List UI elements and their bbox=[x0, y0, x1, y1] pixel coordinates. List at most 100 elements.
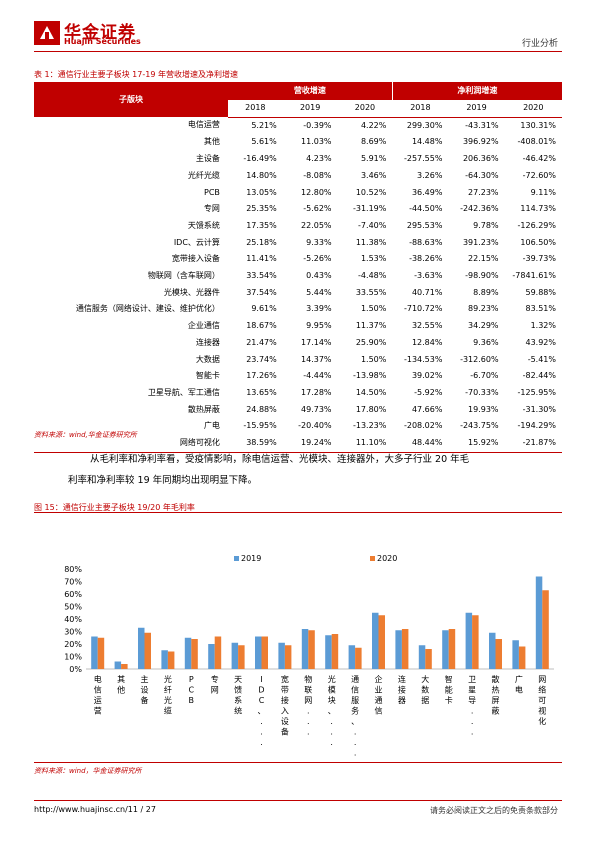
footer-url[interactable]: http://www.huajinsc.cn/11 / 27 bbox=[34, 805, 156, 814]
growth-value-cell: 37.54% bbox=[246, 287, 277, 297]
x-category-label: . bbox=[471, 728, 474, 737]
y-tick-label: 30% bbox=[64, 628, 82, 637]
growth-value-cell: -20.40% bbox=[298, 421, 332, 431]
growth-value-cell: 17.26% bbox=[246, 371, 277, 381]
growth-value-cell: -126.29% bbox=[517, 220, 556, 230]
bar bbox=[231, 642, 239, 669]
x-category-label: I bbox=[260, 675, 262, 684]
sector-name-cell: 物联网（含车联网） bbox=[147, 271, 220, 281]
growth-value-cell: 19.24% bbox=[282, 435, 338, 453]
growth-value-cell: 11.37% bbox=[355, 321, 387, 331]
x-category-label: 电 bbox=[94, 674, 102, 684]
table-source: 资料来源：wind,华金证券研究所 bbox=[34, 431, 137, 439]
bar bbox=[418, 645, 426, 669]
y-tick-label: 20% bbox=[64, 640, 82, 649]
growth-value-cell: -31.19% bbox=[352, 204, 387, 214]
table-row: 大数据 23.74% 14.37% 1.50% -134.53% -312.60% -5.4… bbox=[34, 352, 562, 369]
bar bbox=[114, 661, 122, 669]
x-category-label: 智 bbox=[445, 674, 453, 684]
x-category-label: 缆 bbox=[164, 706, 172, 716]
x-category-label: . bbox=[354, 728, 357, 737]
table-row: IDC、云计算 25.18% 9.33% 11.38% -88.63% 391.23% 10… bbox=[34, 235, 562, 252]
growth-value-cell: 295.53% bbox=[406, 220, 443, 230]
sector-name-cell: 广电 bbox=[203, 421, 220, 431]
growth-value-cell: 4.22% bbox=[360, 120, 387, 130]
x-category-label: 业 bbox=[375, 685, 383, 695]
growth-value-cell: 9.36% bbox=[473, 337, 499, 347]
x-category-label: 他 bbox=[117, 685, 125, 695]
sector-name-cell: 天馈系统 bbox=[187, 220, 220, 230]
x-category-label: 服 bbox=[351, 696, 359, 705]
year-header: 2019 bbox=[448, 100, 505, 118]
growth-value-cell: 22.15% bbox=[468, 254, 499, 264]
table-row: 网络可视化 38.59% 19.24% 11.10% 48.44% 15.92% -21.8… bbox=[34, 435, 562, 453]
growth-value-cell: 15.92% bbox=[448, 435, 505, 453]
x-category-label: 备 bbox=[281, 727, 289, 737]
x-category-label: 散 bbox=[492, 674, 500, 684]
growth-value-cell: 18.67% bbox=[246, 321, 277, 331]
bar bbox=[214, 636, 222, 669]
x-category-label: 营 bbox=[94, 706, 102, 716]
growth-value-cell: -243.75% bbox=[460, 421, 499, 431]
table-row: 散热屏蔽 24.88% 49.73% 17.80% 47.66% 19.93% -31.30… bbox=[34, 402, 562, 419]
growth-value-cell: 9.61% bbox=[251, 304, 277, 314]
table-row: 主设备 -16.49% 4.23% 5.91% -257.55% 206.36% -46.4… bbox=[34, 151, 562, 168]
bar bbox=[542, 590, 549, 669]
x-category-label: 入 bbox=[281, 707, 289, 716]
growth-value-cell: -98.90% bbox=[465, 271, 499, 281]
figure-bottom-divider bbox=[34, 762, 562, 763]
growth-value-cell: -43.31% bbox=[465, 120, 499, 130]
y-tick-label: 60% bbox=[64, 590, 82, 599]
growth-value-cell: 12.80% bbox=[301, 187, 332, 197]
growth-value-cell: 9.78% bbox=[473, 220, 499, 230]
growth-value-cell: 11.10% bbox=[337, 435, 393, 453]
bar bbox=[348, 645, 356, 669]
growth-value-cell: -5.92% bbox=[414, 387, 443, 397]
growth-value-cell: -3.63% bbox=[414, 271, 443, 281]
growth-value-cell: 36.49% bbox=[411, 187, 443, 197]
growth-value-cell: 17.35% bbox=[246, 220, 277, 230]
x-category-label: 系 bbox=[234, 695, 242, 705]
bar bbox=[144, 632, 151, 669]
growth-value-cell: 3.26% bbox=[417, 170, 443, 180]
growth-value-cell: 5.91% bbox=[360, 154, 387, 164]
bar bbox=[184, 637, 192, 669]
sector-name-cell: 企业通信 bbox=[187, 321, 220, 331]
growth-value-cell: 9.11% bbox=[530, 187, 556, 197]
x-category-label: 网 bbox=[211, 686, 219, 695]
x-category-label: 务 bbox=[351, 706, 359, 716]
bar bbox=[495, 639, 502, 669]
table-row: 广电 -15.95% -20.40% -13.23% -208.02% -243.75% -… bbox=[34, 418, 562, 435]
x-category-label: 络 bbox=[538, 685, 546, 695]
sector-name-cell: 光模块、光器件 bbox=[163, 287, 220, 297]
growth-value-cell: 3.39% bbox=[306, 304, 332, 314]
y-tick-label: 50% bbox=[64, 603, 82, 612]
growth-value-cell: -4.48% bbox=[358, 271, 387, 281]
x-category-label: 网 bbox=[538, 675, 546, 684]
sector-name-cell: 智能卡 bbox=[195, 371, 220, 381]
footer-divider bbox=[34, 800, 562, 801]
x-category-label: 、 bbox=[351, 717, 359, 726]
sector-name-cell: 主设备 bbox=[195, 154, 220, 164]
x-category-label: . bbox=[260, 728, 263, 737]
table-row: 物联网（含车联网） 33.54% 0.43% -4.48% -3.63% -98.90% -… bbox=[34, 268, 562, 285]
growth-value-cell: 19.93% bbox=[468, 404, 499, 414]
growth-value-cell: 5.21% bbox=[251, 120, 277, 130]
legend-label: 2020 bbox=[377, 554, 397, 563]
bar bbox=[355, 647, 362, 669]
x-category-label: 宽 bbox=[281, 674, 289, 684]
growth-value-cell: -4.44% bbox=[303, 371, 332, 381]
growth-value-cell: 106.50% bbox=[520, 237, 556, 247]
document-type: 行业分析 bbox=[521, 39, 558, 49]
growth-value-cell: 25.35% bbox=[246, 204, 277, 214]
bar bbox=[325, 635, 332, 669]
bar bbox=[191, 639, 198, 669]
growth-value-cell: 14.50% bbox=[355, 387, 387, 397]
growth-value-cell: 14.80% bbox=[246, 170, 277, 180]
growth-value-cell: -408.01% bbox=[517, 137, 556, 147]
body-paragraph: 从毛利率和净利率看，受疫情影响，除电信运营、光模块、连接器外，大多子行业 20 … bbox=[68, 449, 560, 491]
x-category-label: . bbox=[307, 707, 310, 716]
paragraph-line: 利率和净利率较 19 年同期均出现明显下降。 bbox=[68, 475, 258, 486]
growth-value-cell: 5.44% bbox=[306, 287, 332, 297]
sector-name-cell: PCB bbox=[204, 187, 220, 197]
